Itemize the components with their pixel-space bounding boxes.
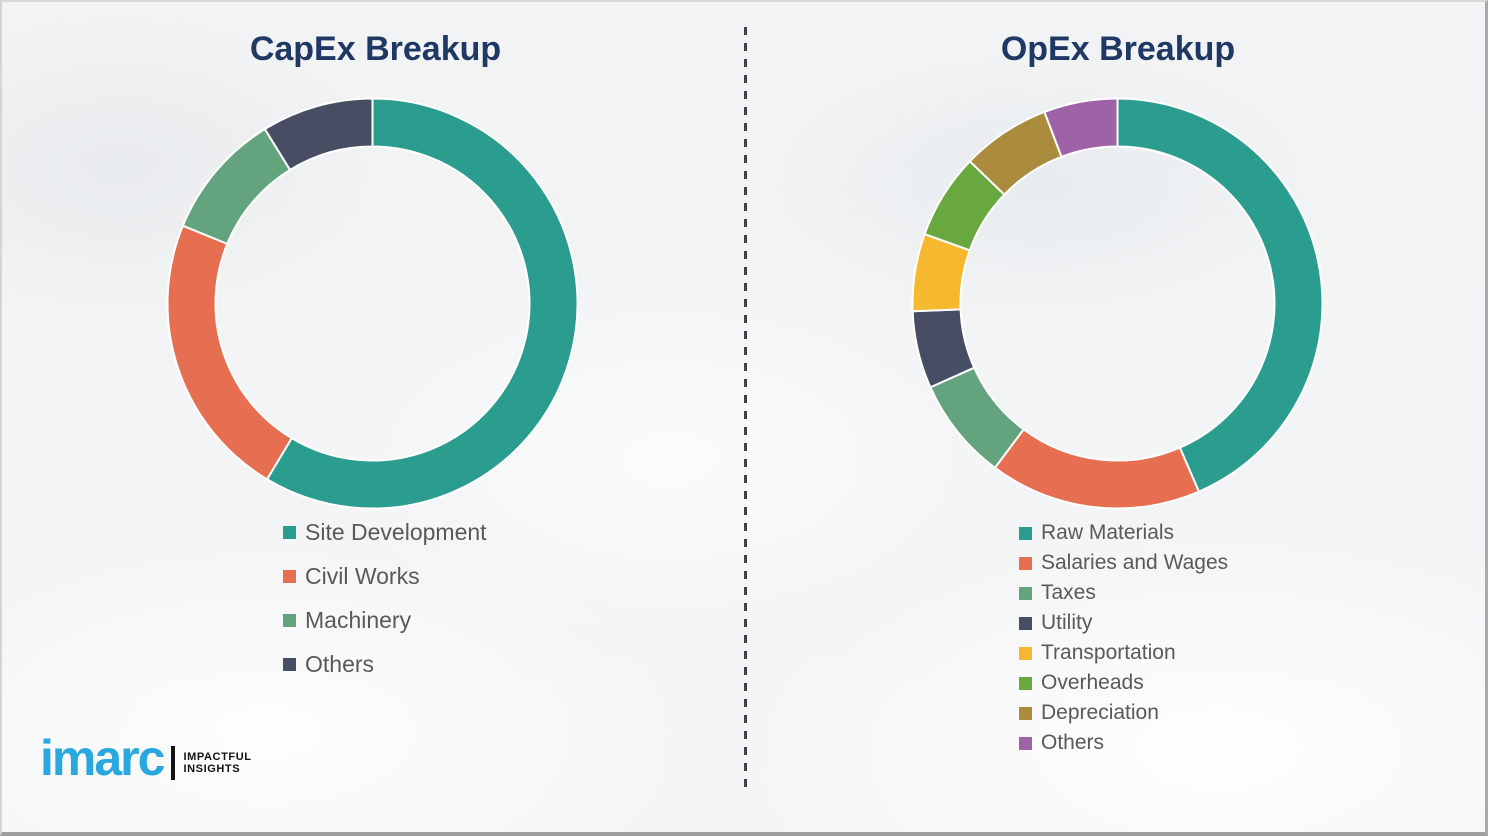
donut-segment-site-development xyxy=(266,97,579,510)
legend-swatch-salaries-and-wages xyxy=(1019,556,1032,570)
opex-title: OpEx Breakup xyxy=(1000,30,1236,68)
capex-title: CapEx Breakup xyxy=(249,30,502,68)
imarc-logo: imarc IMPACTFUL INSIGHTS xyxy=(40,733,252,783)
legend-label: Others xyxy=(305,650,375,677)
donut-segment-machinery xyxy=(181,128,292,245)
legend-item-depreciation: Depreciation xyxy=(1019,698,1228,728)
legend-label: Machinery xyxy=(305,606,412,633)
legend-swatch-civil-works xyxy=(283,569,296,583)
capex-legend: Site Development Civil Works Machinery Othe… xyxy=(283,510,487,686)
legend-label: Taxes xyxy=(1041,581,1096,604)
capex-breakup-svg xyxy=(166,97,579,510)
imarc-wordmark: imarc xyxy=(40,730,165,786)
legend-swatch-utility xyxy=(1019,616,1032,630)
donut-segment-salaries-and-wages xyxy=(993,428,1200,510)
legend-label: Overheads xyxy=(1041,671,1144,694)
opex-legend: Raw Materials Salaries and Wages Taxes Util… xyxy=(1019,518,1228,758)
opex-donut-chart xyxy=(910,96,1325,511)
legend-item-others: Others xyxy=(283,642,487,686)
legend-item-taxes: Taxes xyxy=(1019,578,1228,608)
legend-swatch-overheads xyxy=(1019,676,1032,690)
logo-tagline: IMPACTFUL INSIGHTS xyxy=(183,751,251,775)
dashed-divider-line xyxy=(744,27,747,793)
legend-swatch-site-development xyxy=(283,525,296,539)
legend-swatch-raw-materials xyxy=(1019,526,1032,540)
legend-swatch-taxes xyxy=(1019,586,1032,600)
legend-swatch-others xyxy=(1019,736,1032,750)
legend-swatch-machinery xyxy=(283,613,296,627)
legend-item-salaries-and-wages: Salaries and Wages xyxy=(1019,548,1228,578)
opex-breakup-svg xyxy=(911,97,1324,510)
legend-item-raw-materials: Raw Materials xyxy=(1019,518,1228,548)
legend-label: Transportation xyxy=(1041,641,1176,664)
legend-item-machinery: Machinery xyxy=(283,598,487,642)
legend-label: Utility xyxy=(1041,611,1093,634)
legend-swatch-depreciation xyxy=(1019,706,1032,720)
donut-segment-raw-materials xyxy=(1116,97,1324,493)
donut-segment-others xyxy=(263,97,374,171)
logo-tagline-line1: IMPACTFUL xyxy=(183,751,252,763)
legend-label: Site Development xyxy=(305,518,487,545)
legend-label: Salaries and Wages xyxy=(1041,551,1229,574)
legend-label: Others xyxy=(1041,731,1105,754)
donut-segment-others xyxy=(1043,97,1119,158)
legend-item-utility: Utility xyxy=(1019,608,1228,638)
opex-panel: OpEx Breakup Raw Materials Salaries and W… xyxy=(749,2,1485,832)
legend-item-site-development: Site Development xyxy=(283,510,487,554)
capex-panel: CapEx Breakup Site Development Civil Work… xyxy=(2,2,749,832)
legend-swatch-others xyxy=(283,657,296,671)
legend-item-transportation: Transportation xyxy=(1019,638,1228,668)
legend-label: Depreciation xyxy=(1041,701,1159,724)
legend-swatch-transportation xyxy=(1019,646,1032,660)
legend-label: Raw Materials xyxy=(1041,521,1175,544)
logo-divider-bar xyxy=(171,746,176,780)
legend-label: Civil Works xyxy=(305,562,420,589)
capex-donut-chart xyxy=(165,96,580,511)
logo-tagline-line2: INSIGHTS xyxy=(183,763,241,775)
legend-item-civil-works: Civil Works xyxy=(283,554,487,598)
donut-segment-civil-works xyxy=(166,224,293,481)
legend-item-others: Others xyxy=(1019,728,1228,758)
legend-item-overheads: Overheads xyxy=(1019,668,1228,698)
